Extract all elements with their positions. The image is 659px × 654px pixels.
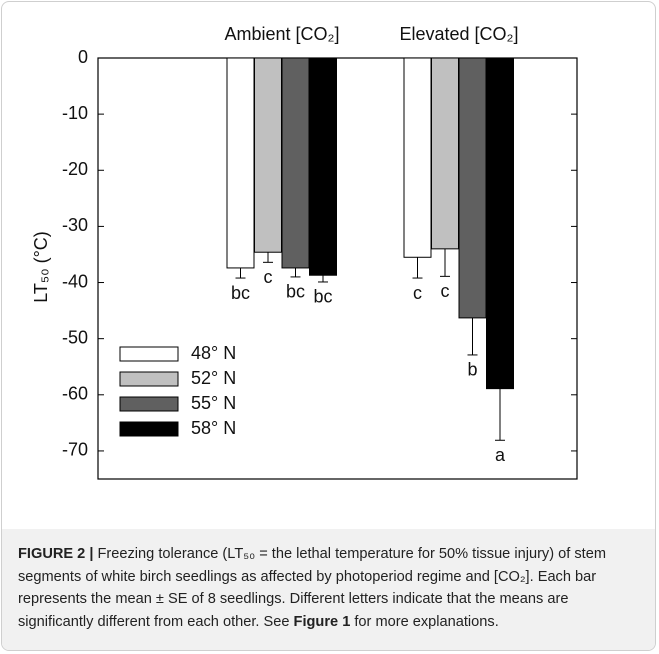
chart: LT₅₀ (°C) 0 -10 -20 -30 -40 -50 -60 -70 Ambient … (31, 24, 578, 480)
significance-letter: c (441, 281, 450, 301)
y-tick-label: -70 (62, 440, 88, 460)
y-tick-label: 0 (78, 47, 88, 67)
significance-letter: c (413, 283, 422, 303)
caption-label: FIGURE 2 | (18, 546, 94, 562)
significance-letter: b (467, 360, 477, 380)
caption: FIGURE 2 | Freezing tolerance (LT₅₀ = th… (2, 529, 655, 650)
caption-text: Freezing tolerance (LT₅₀ = the lethal te… (18, 546, 606, 630)
bar (226, 57, 255, 269)
y-tick-label: -30 (62, 215, 88, 235)
significance-letter: c (264, 267, 273, 287)
legend-swatch (119, 371, 179, 387)
bar (309, 57, 337, 276)
plot-frame (97, 57, 578, 480)
y-tick-label: -40 (62, 271, 88, 291)
y-tick-label: -50 (62, 327, 88, 347)
y-axis-label: LT₅₀ (°C) (31, 231, 51, 303)
significance-letter: bc (313, 287, 332, 307)
significance-letter: bc (231, 283, 250, 303)
legend-swatch (119, 346, 179, 362)
bar (431, 57, 459, 250)
bar (403, 57, 432, 258)
legend-swatch (119, 421, 179, 437)
group-label: Elevated [CO₂] (399, 24, 518, 44)
bar (486, 57, 514, 390)
significance-letter: a (495, 445, 506, 465)
bar (254, 57, 282, 253)
legend-label: 55° N (191, 393, 236, 413)
caption-text: for more explanations. (350, 613, 499, 630)
legend-label: 48° N (191, 343, 236, 363)
y-tick-label: -20 (62, 159, 88, 179)
group-label: Ambient [CO₂] (224, 24, 339, 44)
legend-swatch (119, 396, 179, 412)
caption-ref: Figure 1 (293, 613, 351, 630)
legend-label: 58° N (191, 418, 236, 438)
y-tick-label: -60 (62, 384, 88, 404)
bar (281, 57, 310, 269)
legend-label: 52° N (191, 368, 236, 388)
significance-letter: bc (286, 282, 305, 302)
y-tick-label: -10 (62, 103, 88, 123)
bar (458, 57, 487, 319)
